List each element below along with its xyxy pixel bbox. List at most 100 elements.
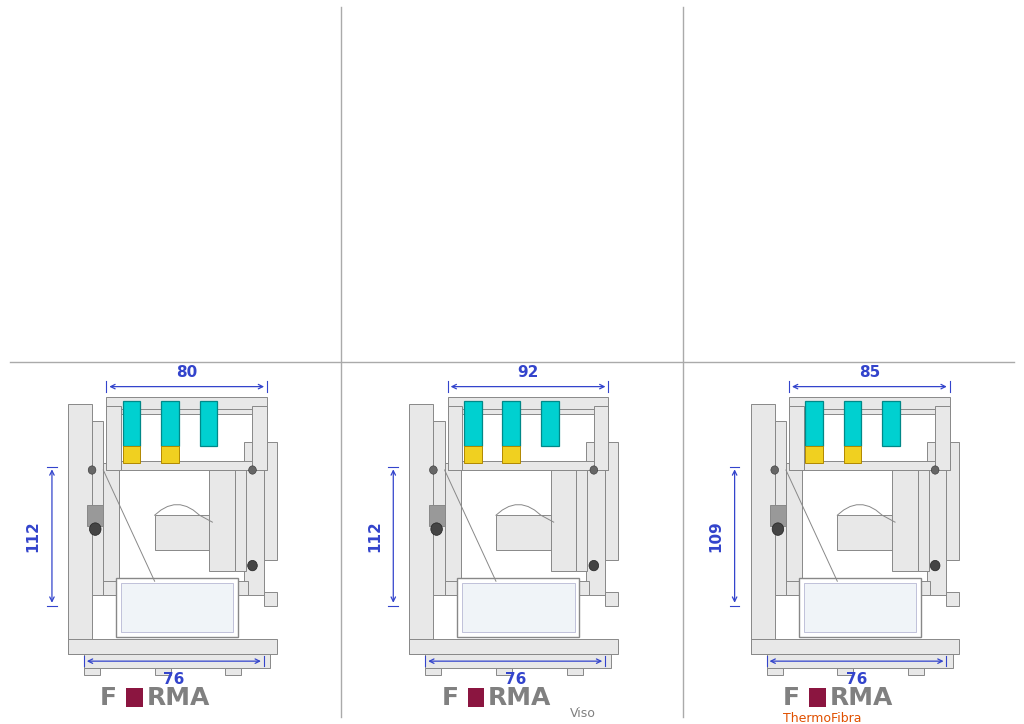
Text: 80: 80 [176, 365, 198, 379]
Text: ThermoFibra: ThermoFibra [782, 712, 861, 724]
Bar [790, 397, 949, 411]
Bar [245, 442, 264, 595]
Bar [121, 583, 233, 631]
Circle shape [88, 466, 96, 474]
Bar [790, 405, 804, 470]
Bar [805, 446, 823, 463]
Bar [106, 409, 267, 414]
Circle shape [431, 523, 442, 535]
Text: 112: 112 [367, 520, 382, 552]
Bar [464, 400, 481, 446]
Bar [883, 400, 900, 446]
Bar [123, 446, 140, 463]
Bar [209, 470, 234, 571]
Bar [605, 592, 617, 605]
Bar [106, 461, 267, 470]
Bar [447, 397, 608, 411]
Circle shape [248, 560, 257, 571]
Bar [503, 400, 520, 446]
Bar [106, 397, 267, 411]
Bar [447, 405, 462, 470]
Bar [946, 592, 959, 605]
Text: 109: 109 [709, 520, 723, 552]
Bar [155, 668, 171, 675]
Bar [464, 446, 481, 463]
Bar [264, 442, 276, 560]
Bar [425, 668, 441, 675]
Bar [468, 688, 484, 707]
Bar [429, 505, 444, 526]
Bar [605, 442, 617, 560]
Bar [892, 470, 918, 571]
Bar [541, 400, 558, 446]
Text: Viso: Viso [569, 707, 596, 720]
Text: 92: 92 [517, 365, 539, 379]
Bar [106, 405, 121, 470]
Bar [462, 583, 574, 631]
Bar [790, 461, 949, 470]
Text: 76: 76 [846, 672, 867, 686]
Bar [503, 446, 520, 463]
Bar [234, 463, 246, 571]
Bar [809, 688, 825, 707]
Bar [844, 400, 861, 446]
Bar [767, 668, 782, 675]
Circle shape [590, 466, 598, 474]
Text: F: F [782, 686, 800, 710]
Bar [908, 668, 924, 675]
Text: 76: 76 [163, 672, 184, 686]
Bar [496, 668, 512, 675]
Bar [410, 639, 617, 654]
Circle shape [931, 560, 940, 571]
Bar [805, 400, 823, 446]
Bar [786, 581, 931, 595]
Circle shape [931, 466, 939, 474]
Bar [92, 421, 103, 595]
Circle shape [89, 523, 101, 535]
Bar [838, 668, 853, 675]
Bar [200, 400, 217, 446]
Bar [496, 515, 554, 550]
Text: 112: 112 [26, 520, 41, 552]
Circle shape [589, 560, 599, 571]
Bar [444, 581, 589, 595]
Bar [253, 405, 267, 470]
Bar [410, 404, 433, 654]
Text: RMA: RMA [487, 686, 551, 710]
Bar [225, 668, 242, 675]
Bar [751, 404, 775, 654]
Bar [586, 442, 605, 595]
Bar [84, 668, 100, 675]
Text: F: F [100, 686, 117, 710]
Text: F: F [441, 686, 459, 710]
Bar [751, 639, 959, 654]
Bar [935, 405, 949, 470]
Bar [425, 654, 611, 668]
Bar [84, 654, 270, 668]
Bar [551, 470, 577, 571]
Bar [126, 688, 143, 707]
Bar [918, 463, 929, 571]
Bar [433, 421, 444, 595]
Bar [447, 461, 608, 470]
Bar [767, 654, 952, 668]
Bar [804, 583, 915, 631]
Bar [786, 463, 802, 595]
Bar [790, 409, 949, 414]
Bar [838, 515, 895, 550]
Bar [161, 446, 178, 463]
Bar [566, 668, 583, 675]
Bar [264, 592, 276, 605]
Bar [775, 421, 786, 595]
Bar [458, 578, 580, 637]
Text: RMA: RMA [829, 686, 893, 710]
Text: RMA: RMA [146, 686, 210, 710]
Circle shape [771, 466, 778, 474]
Bar [155, 515, 212, 550]
Bar [946, 442, 959, 560]
Bar [577, 463, 588, 571]
Bar [68, 404, 92, 654]
Bar [161, 400, 178, 446]
Bar [594, 405, 608, 470]
Bar [927, 442, 946, 595]
